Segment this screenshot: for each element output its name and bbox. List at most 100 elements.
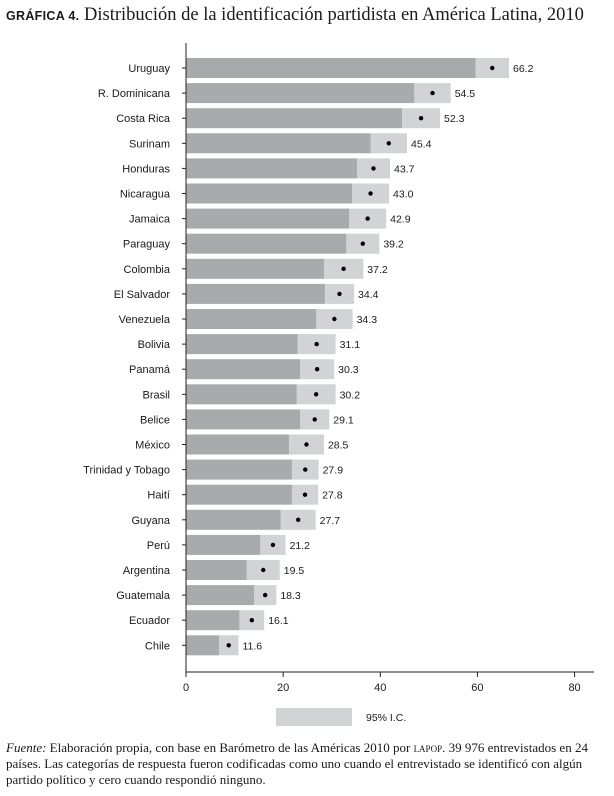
- category-label: Ecuador: [129, 615, 170, 627]
- category-label: Surinam: [129, 138, 170, 150]
- value-label: 66.2: [513, 63, 534, 75]
- category-label: Argentina: [123, 565, 171, 577]
- point-estimate: [418, 116, 424, 121]
- bar: [186, 158, 357, 179]
- category-label: Chile: [145, 640, 170, 652]
- value-label: 21.2: [290, 540, 311, 552]
- bar: [186, 434, 289, 455]
- bar: [186, 108, 403, 129]
- bar: [186, 83, 415, 104]
- category-label: Nicaragua: [120, 189, 171, 201]
- point-estimate: [490, 65, 495, 71]
- bar: [186, 610, 240, 631]
- point-estimate: [365, 216, 370, 221]
- category-label: Panamá: [129, 364, 171, 376]
- category-label: Colombia: [124, 264, 171, 276]
- category-label: Trinidad y Tobago: [83, 465, 170, 477]
- bar: [186, 133, 371, 154]
- value-label: 42.9: [390, 214, 411, 226]
- footnote-text-2: . 39 976 entrevistados en 24 países. Las…: [6, 740, 588, 787]
- footnote: Fuente: Elaboración propia, con base en …: [6, 740, 610, 788]
- value-label: 19.5: [284, 565, 305, 577]
- legend-swatch: [276, 708, 352, 726]
- value-label: 18.3: [280, 590, 301, 602]
- bar: [186, 384, 297, 405]
- category-label: Jamaica: [129, 214, 171, 226]
- category-label: Bolivia: [138, 339, 171, 351]
- value-label: 54.5: [455, 88, 476, 100]
- point-estimate: [313, 392, 319, 397]
- value-label: 39.2: [383, 239, 404, 251]
- point-estimate: [337, 291, 342, 297]
- category-label: Honduras: [122, 163, 170, 175]
- value-label: 29.1: [333, 414, 354, 426]
- category-label: R. Dominicana: [98, 88, 171, 100]
- bar: [186, 484, 292, 505]
- value-label: 31.1: [340, 339, 361, 351]
- value-label: 27.7: [320, 515, 341, 527]
- bar: [186, 334, 298, 355]
- bar: [186, 635, 220, 656]
- value-label: 34.4: [358, 289, 379, 301]
- footnote-org: lapop: [413, 740, 443, 755]
- value-label: 30.2: [340, 389, 361, 401]
- point-estimate: [332, 316, 337, 322]
- legend-label: 95% I.C.: [366, 712, 406, 724]
- point-estimate: [386, 141, 391, 146]
- source-label: Fuente:: [6, 740, 47, 755]
- value-label: 27.9: [323, 465, 344, 477]
- value-label: 30.3: [338, 364, 359, 376]
- x-tick-label: 0: [183, 682, 189, 694]
- category-label: México: [135, 440, 170, 452]
- value-label: 43.0: [393, 189, 414, 201]
- figure-number: GRÁFICA 4.: [6, 9, 80, 23]
- value-label: 52.3: [444, 113, 465, 125]
- category-label: Paraguay: [123, 239, 171, 251]
- point-estimate: [262, 592, 268, 598]
- point-estimate: [360, 241, 365, 246]
- bar: [186, 409, 301, 430]
- point-estimate: [261, 567, 266, 573]
- point-estimate: [368, 191, 373, 196]
- category-label: Brasil: [142, 389, 170, 401]
- category-label: Belice: [140, 414, 170, 426]
- value-label: 34.3: [357, 314, 378, 326]
- value-label: 27.8: [322, 490, 343, 502]
- footnote-text-1: Elaboración propia, con base en Barómetr…: [46, 740, 414, 755]
- category-label: Haití: [147, 490, 170, 502]
- point-estimate: [371, 166, 376, 171]
- bar: [186, 258, 324, 279]
- bar: [186, 560, 247, 580]
- x-tick-label: 80: [568, 682, 580, 694]
- category-label: Guatemala: [116, 590, 171, 602]
- chart-title: GRÁFICA 4. Distribución de la identifica…: [6, 5, 610, 26]
- category-label: Perú: [147, 540, 170, 552]
- point-estimate: [302, 492, 308, 497]
- point-estimate: [303, 467, 308, 472]
- x-tick-label: 20: [277, 682, 289, 694]
- bar: [186, 283, 325, 304]
- bar: [186, 459, 292, 480]
- bar: [186, 208, 350, 229]
- x-tick-label: 60: [471, 682, 483, 694]
- figure-title: Distribución de la identificación partid…: [84, 5, 584, 25]
- point-estimate: [304, 442, 309, 447]
- bar: [186, 359, 301, 380]
- category-label: Guyana: [131, 515, 170, 527]
- point-estimate: [270, 542, 276, 548]
- point-estimate: [341, 266, 346, 271]
- value-label: 45.4: [411, 138, 432, 150]
- bar: [186, 585, 254, 606]
- bar: [186, 233, 347, 254]
- category-label: Venezuela: [119, 314, 171, 326]
- bar: [186, 58, 476, 78]
- value-label: 37.2: [367, 264, 388, 276]
- value-label: 16.1: [268, 615, 289, 627]
- bar-chart: 66.2 Uruguay 54.5 R. Dominicana 52.3 Costa Ri…: [83, 43, 594, 726]
- bar: [186, 509, 281, 530]
- value-label: 11.6: [242, 640, 262, 652]
- value-label: 43.7: [394, 163, 415, 175]
- point-estimate: [314, 341, 319, 347]
- x-tick-label: 40: [374, 682, 386, 694]
- bar: [186, 183, 353, 204]
